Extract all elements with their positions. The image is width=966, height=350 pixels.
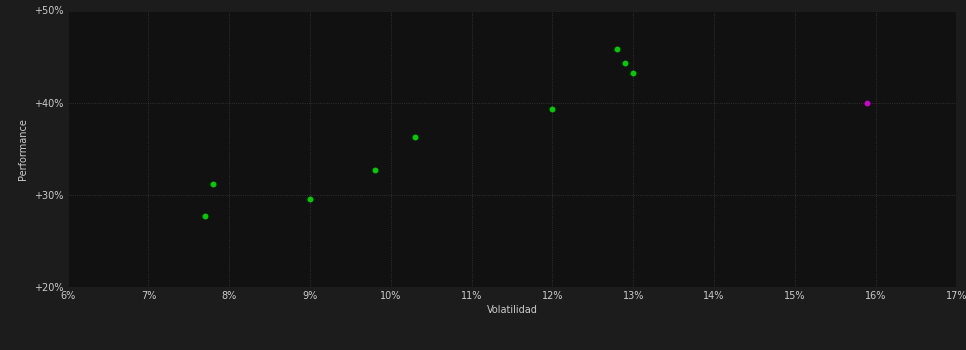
- Point: [545, 106, 560, 112]
- Point: [302, 197, 318, 202]
- Point: [367, 167, 383, 173]
- Point: [408, 134, 423, 140]
- Point: [610, 47, 625, 52]
- Y-axis label: Performance: Performance: [18, 118, 28, 180]
- Point: [197, 213, 213, 219]
- X-axis label: Volatilidad: Volatilidad: [487, 305, 537, 315]
- Point: [625, 70, 640, 76]
- Point: [206, 181, 221, 187]
- Point: [617, 60, 633, 66]
- Point: [860, 100, 875, 105]
